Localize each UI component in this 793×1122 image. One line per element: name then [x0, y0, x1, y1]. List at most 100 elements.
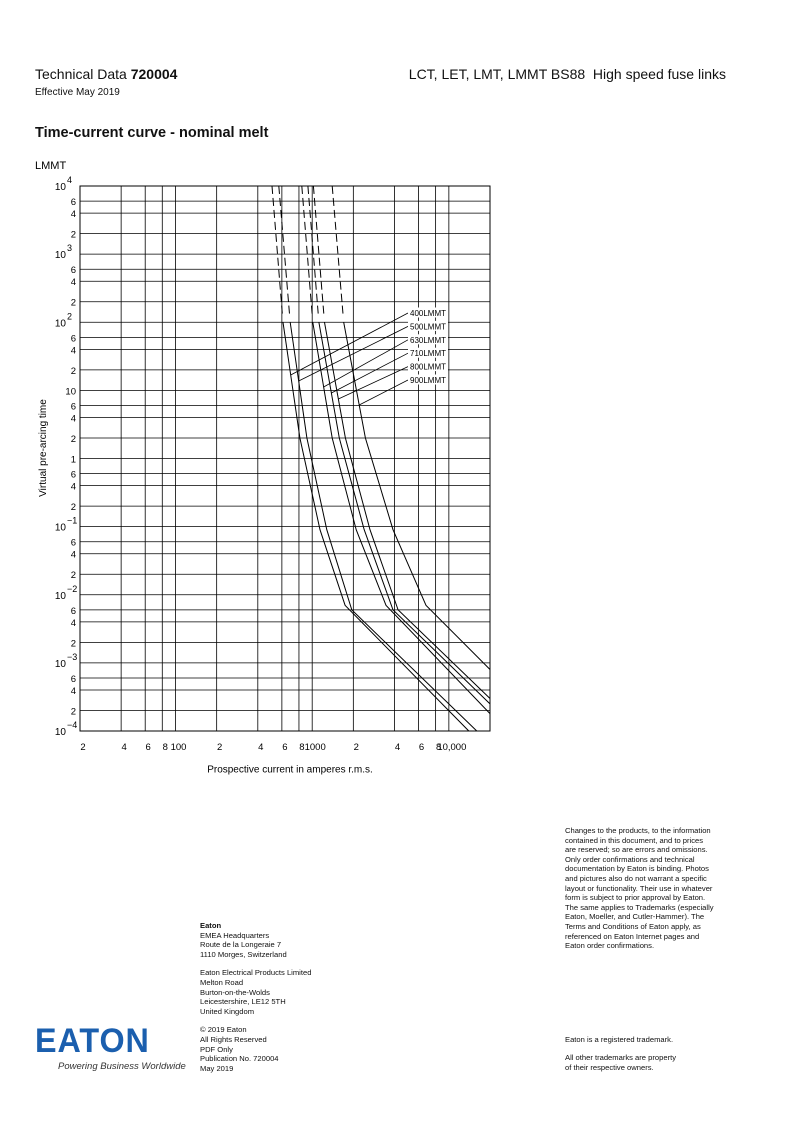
text-line: PDF Only: [200, 1044, 233, 1054]
y-tick-label: 2: [71, 298, 76, 309]
uk-address: Eaton Electrical Products Limited Melton …: [200, 968, 311, 1016]
text-line: United Kingdom: [200, 1006, 255, 1016]
x-tick-label: 2: [217, 742, 222, 753]
text-line: All Rights Reserved: [200, 1034, 267, 1044]
text-line: Melton Road: [200, 977, 244, 987]
y-tick-label: 2: [71, 706, 76, 717]
y-tick-label: 6: [71, 265, 76, 276]
y-tick-label: 4: [71, 618, 76, 629]
leader-line: [331, 352, 409, 394]
curve: [301, 185, 491, 714]
y-tick-label: 4: [71, 413, 76, 424]
plot-frame: [79, 185, 491, 732]
y-tick-exponent: −1: [67, 516, 77, 526]
text-line: Eaton order confirmations.: [565, 941, 655, 951]
y-tick-label: 2: [71, 570, 76, 581]
trademark: Eaton is a registered trademark.: [565, 1035, 674, 1044]
y-tick-label: 6: [71, 401, 76, 412]
y-tick-exponent: 2: [67, 311, 72, 321]
y-tick-exponent: −2: [67, 584, 77, 594]
text-line: The same applies to Trademarks (especial…: [565, 902, 714, 912]
y-tick-label: 4: [71, 209, 76, 220]
text-line: Route de la Longeraie 7: [200, 940, 282, 950]
legend-bg: [408, 307, 448, 318]
company-name: Eaton: [200, 921, 222, 930]
x-tick-label: 1000: [305, 742, 326, 753]
y-tick-label: 10: [65, 386, 76, 397]
y-tick-label: 6: [71, 674, 76, 685]
x-tick-label: 2: [354, 742, 359, 753]
publication-info: © 2019 Eaton All Rights Reserved PDF Only P…: [200, 1025, 311, 1073]
x-tick-label: 8: [163, 742, 168, 753]
y-tick-label: 4: [71, 550, 76, 561]
logo: EATON: [35, 1022, 150, 1060]
legend-bg: [408, 374, 448, 385]
address-block: Eaton EMEA Headquarters Route de la Longe…: [200, 921, 311, 1073]
y-tick-label: 4: [71, 686, 76, 697]
y-tick-label: 1: [71, 455, 76, 466]
other-trademarks: All other trademarks are property of thei…: [565, 1053, 676, 1072]
y-tick-label: 10: [55, 523, 67, 534]
legend-label: 710LMMT: [410, 349, 446, 358]
text-line: Publication No. 720004: [200, 1054, 279, 1064]
y-tick-exponent: 4: [67, 175, 72, 185]
text-line: Changes to the products, to the informat…: [565, 826, 711, 835]
tagline: Powering Business Worldwide: [58, 1061, 186, 1072]
curve: [278, 185, 478, 732]
legend-label: 630LMMT: [410, 336, 446, 345]
leader-line: [338, 366, 409, 400]
section-title: Time-current curve - nominal melt: [35, 125, 269, 141]
y-tick-label: 2: [71, 638, 76, 649]
y-tick-label: 10: [55, 727, 67, 738]
x-tick-label: 2: [80, 742, 85, 753]
y-tick-exponent: 3: [67, 243, 72, 253]
y-tick-exponent: −3: [67, 652, 77, 662]
doc-header: Technical Data 720004: [35, 66, 177, 82]
y-tick-label: 6: [71, 606, 76, 617]
x-tick-label: 6: [282, 742, 287, 753]
text-line: documentation by Eaton is binding. Photo…: [565, 864, 709, 874]
y-axis-title: Virtual pre-arcing time: [38, 399, 49, 497]
doc-number: 720004: [130, 66, 178, 82]
effective-date: Effective May 2019: [35, 87, 120, 98]
y-tick-label: 10: [55, 591, 67, 602]
x-tick-label: 8: [299, 742, 304, 753]
y-tick-label: 6: [71, 197, 76, 208]
y-tick-label: 6: [71, 470, 76, 481]
curve: [271, 185, 470, 732]
x-tick-label: 4: [258, 742, 263, 753]
text-line: Eaton Electrical Products Limited: [200, 968, 312, 978]
chart: LMMT Virtual pre-arcing time Prospective…: [35, 160, 491, 776]
text-line: contained in this document, and to price…: [565, 835, 704, 845]
y-tick-label: 10: [55, 250, 67, 261]
y-tick-label: 2: [71, 434, 76, 445]
y-tick-label: 10: [55, 182, 67, 193]
hq-address: EMEA Headquarters Route de la Longeraie 7…: [200, 931, 311, 960]
leader-line: [290, 312, 409, 376]
chart-subtitle: LMMT: [35, 160, 66, 172]
legend-label: 400LMMT: [410, 309, 446, 318]
y-tick-label: 2: [71, 366, 76, 377]
text-line: of their respective owners.: [565, 1062, 654, 1072]
x-tick-label: 100: [171, 742, 187, 753]
text-line: May 2019: [200, 1063, 234, 1073]
text-line: and pictures also do not warrant a speci…: [565, 873, 707, 883]
y-tick-label: 4: [71, 277, 76, 288]
text-line: form is subject to prior approval by Eat…: [565, 893, 706, 903]
product-title: LCT, LET, LMT, LMMT BS88 High speed fuse…: [408, 66, 726, 82]
y-tick-label: 6: [71, 538, 76, 549]
legend-bg: [408, 347, 448, 358]
legend-bg: [408, 320, 448, 331]
x-axis-title: Prospective current in amperes r.m.s.: [207, 765, 373, 776]
text-line: Eaton, Moeller, and Cutler-Hammer). The: [565, 912, 705, 922]
x-tick-label: 6: [146, 742, 151, 753]
text-line: referenced on Eaton Internet pages and: [565, 931, 700, 941]
legend-label: 900LMMT: [410, 376, 446, 385]
y-tick-label: 10: [55, 318, 67, 329]
text-line: layout or functionality. Their use in wh…: [565, 883, 713, 893]
x-tick-label: 6: [419, 742, 424, 753]
leader-line: [323, 339, 409, 388]
text-line: Leicestershire, LE12 5TH: [200, 997, 286, 1007]
y-tick-label: 4: [71, 345, 76, 356]
